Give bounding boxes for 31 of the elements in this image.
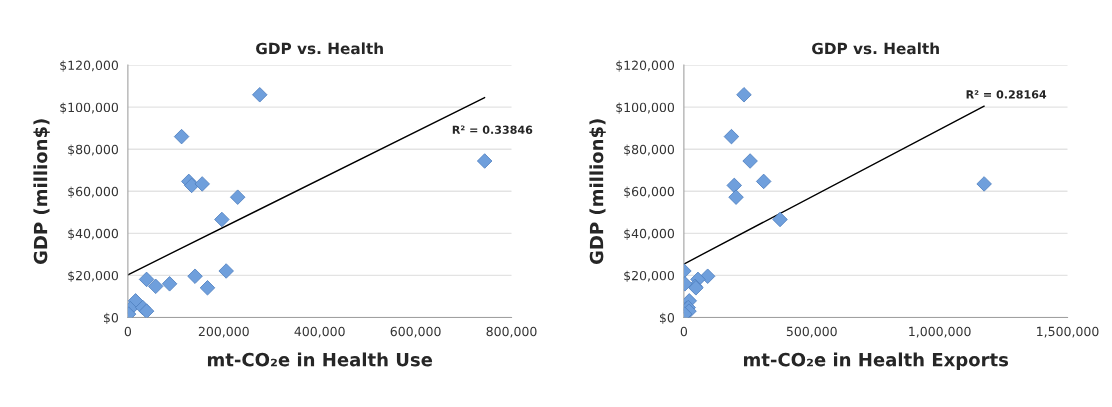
x-tick-label: 600,000 bbox=[390, 326, 441, 338]
x-tick-label: 1,000,000 bbox=[909, 326, 971, 338]
y-tick-label: $120,000 bbox=[60, 60, 119, 72]
x-axis-title: mt-CO₂e in Health Use bbox=[207, 352, 433, 367]
y-tick-label: $120,000 bbox=[616, 60, 675, 72]
y-axis-title: GDP (million$) bbox=[589, 119, 606, 264]
x-tick-label: 0 bbox=[680, 326, 688, 337]
y-tick-label: $100,000 bbox=[60, 102, 119, 114]
y-tick-label: $40,000 bbox=[624, 228, 675, 240]
y-tick-label: $80,000 bbox=[624, 144, 675, 156]
x-tick-label: 800,000 bbox=[486, 326, 537, 338]
chart-title: GDP vs. Health bbox=[256, 42, 383, 55]
y-tick-label: $100,000 bbox=[616, 102, 675, 114]
annotation: R² = 0.28164 bbox=[966, 90, 1047, 99]
y-axis-title: GDP (million$) bbox=[33, 119, 50, 264]
y-tick-label: $0 bbox=[659, 312, 675, 325]
x-tick-label: 200,000 bbox=[198, 326, 249, 338]
y-tick-label: $60,000 bbox=[68, 186, 119, 198]
y-tick-label: $0 bbox=[103, 312, 119, 325]
x-tick-label: 400,000 bbox=[294, 326, 345, 338]
x-tick-label: 500,000 bbox=[786, 326, 837, 338]
x-axis-title: mt-CO₂e in Health Exports bbox=[744, 352, 1009, 370]
chart-title: GDP vs. Health bbox=[812, 42, 939, 55]
y-tick-label: $80,000 bbox=[68, 144, 119, 156]
y-tick-label: $20,000 bbox=[68, 270, 119, 282]
y-tick-label: $20,000 bbox=[624, 270, 675, 282]
y-tick-label: $40,000 bbox=[68, 228, 119, 240]
x-tick-label: 1,500,000 bbox=[1037, 326, 1099, 338]
x-tick-label: 0 bbox=[124, 326, 132, 337]
y-tick-label: $60,000 bbox=[624, 186, 675, 198]
annotation: R² = 0.33846 bbox=[452, 125, 533, 134]
